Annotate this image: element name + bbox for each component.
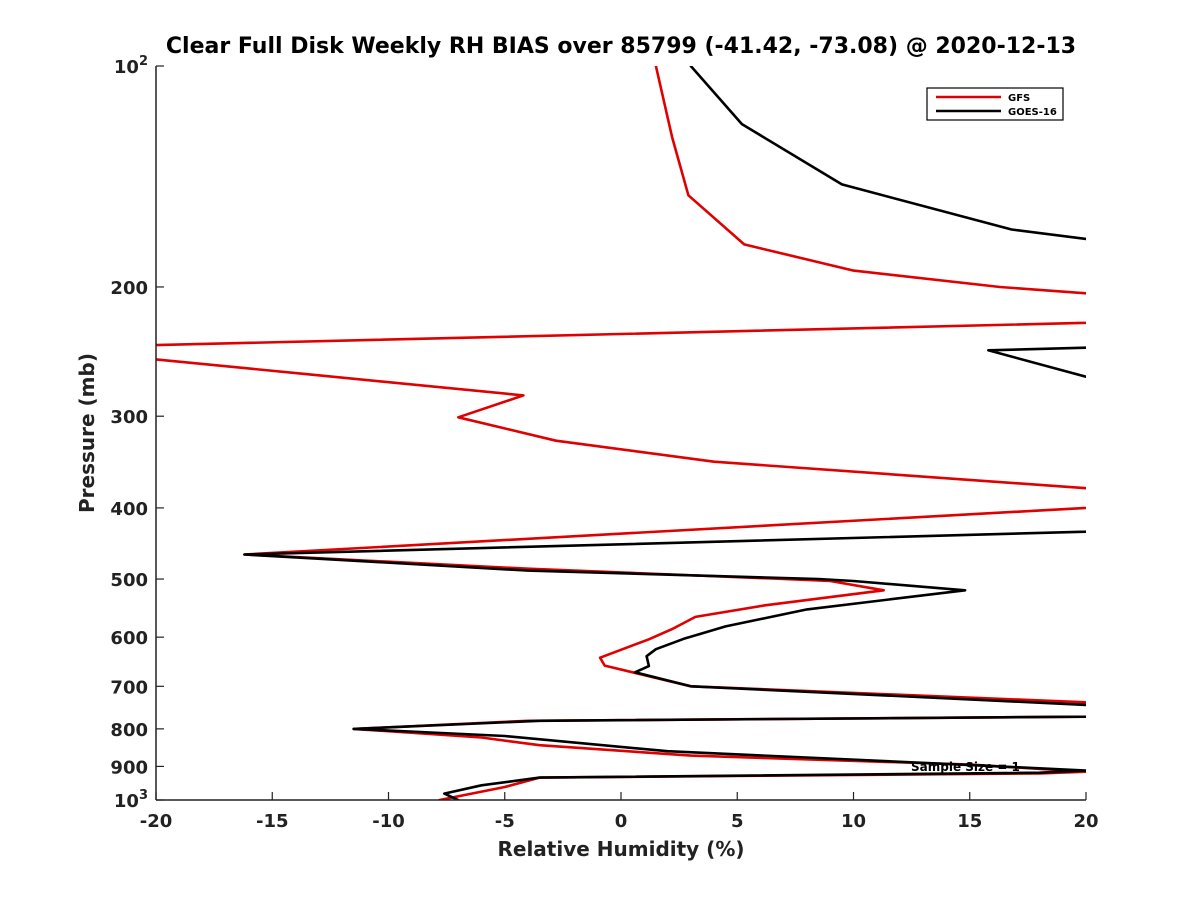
y-tick-label: 700 (110, 677, 148, 698)
legend-box (926, 87, 1064, 121)
y-tick-label: 400 (110, 499, 148, 520)
x-tick-label: 15 (957, 811, 982, 832)
legend-label: GOES-16 (1008, 107, 1057, 118)
y-tick-label: 300 (110, 407, 148, 428)
y-tick-label: 900 (110, 757, 148, 778)
x-tick-label: -20 (140, 811, 173, 832)
series-line-gfs (156, 66, 1086, 800)
x-tick-label: 5 (731, 811, 744, 832)
x-tick-label: 10 (841, 811, 866, 832)
x-tick-label: 0 (615, 811, 628, 832)
legend: GFS GOES-16 (926, 87, 1064, 121)
chart-title: Clear Full Disk Weekly RH BIAS over 8579… (166, 34, 1076, 59)
x-axis-label: Relative Humidity (%) (497, 837, 744, 861)
series-line-goes-16 (243, 66, 1086, 800)
x-tick-label: 20 (1073, 811, 1098, 832)
x-tick-label: -10 (372, 811, 405, 832)
y-tick-label: 102 (114, 54, 148, 78)
y-tick-label: 500 (110, 570, 148, 591)
y-ticks: 102 200 300 400 500 600 700 800 900 103 (110, 54, 164, 812)
plot-area: -20 -15 -10 -5 0 5 10 15 20 102 200 300 400 500 600 70… (110, 54, 1099, 832)
y-tick-label: 600 (110, 628, 148, 649)
x-tick-label: -5 (495, 811, 515, 832)
x-tick-label: -15 (256, 811, 289, 832)
y-axis-label: Pressure (mb) (75, 353, 99, 513)
y-tick-label: 800 (110, 720, 148, 741)
sample-size-annotation: Sample Size = 1 (911, 760, 1020, 774)
series-group (156, 66, 1086, 800)
legend-label: GFS (1008, 93, 1030, 104)
x-ticks: -20 -15 -10 -5 0 5 10 15 20 (140, 792, 1099, 832)
y-tick-label: 200 (110, 278, 148, 299)
y-tick-label: 103 (114, 788, 148, 812)
